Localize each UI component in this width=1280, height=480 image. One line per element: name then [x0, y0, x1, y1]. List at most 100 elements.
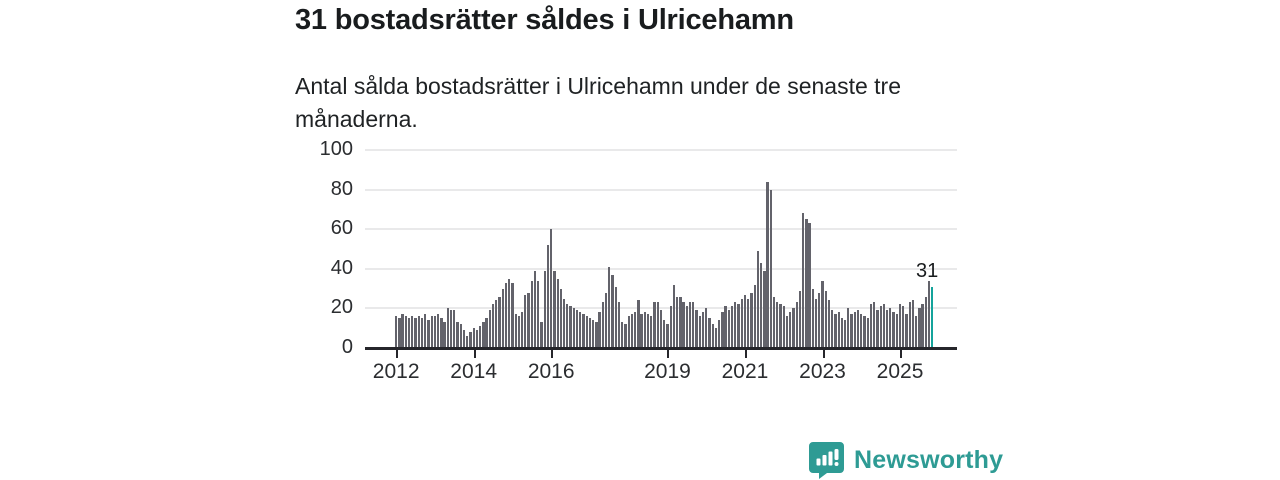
bar: [433, 316, 437, 348]
bar: [517, 316, 521, 348]
bar: [927, 280, 931, 348]
bar: [436, 314, 440, 348]
bar: [730, 306, 734, 348]
x-axis-line: [365, 347, 957, 350]
y-tick-label-100: 100: [319, 138, 353, 160]
x-tick-2016: [551, 350, 554, 358]
bar: [449, 310, 453, 348]
x-tick-2021: [744, 350, 747, 358]
bar: [617, 302, 621, 348]
bar: [727, 310, 730, 348]
bar: [682, 302, 685, 348]
x-tick-2014: [473, 350, 476, 358]
bar: [795, 302, 798, 348]
bar: [537, 280, 540, 348]
bar: [776, 302, 779, 348]
x-tick-label-2014: 2014: [450, 360, 498, 383]
bar: [853, 312, 856, 348]
bar: [769, 189, 772, 348]
y-tick-label-80: 80: [330, 177, 353, 200]
bar: [918, 308, 921, 348]
bar: [575, 310, 579, 348]
bar: [908, 302, 911, 348]
bar: [688, 302, 692, 348]
bar: [676, 296, 679, 348]
bar: [911, 300, 915, 348]
branding-wordmark: Newsworthy: [854, 445, 1004, 474]
bar: [646, 314, 650, 348]
bar: [469, 332, 472, 348]
bar: [485, 318, 488, 348]
bar: [895, 314, 898, 348]
bar: [543, 270, 546, 348]
bar: [805, 219, 808, 348]
bar: [601, 302, 605, 348]
bar: [798, 290, 802, 348]
bar: [705, 308, 708, 348]
x-tick-2025: [900, 350, 903, 358]
bar: [766, 181, 769, 348]
bar: [824, 290, 827, 348]
bar: [395, 316, 398, 348]
bar: [763, 270, 766, 348]
gridline-100: [365, 149, 957, 151]
bar: [446, 308, 449, 348]
bar: [924, 296, 928, 348]
y-tick-label-60: 60: [330, 217, 353, 240]
page-title: 31 bostadsrätter såldes i Ulricehamn: [295, 4, 794, 36]
bar: [608, 266, 611, 348]
bar: [556, 278, 559, 348]
x-tick-label-2021: 2021: [721, 360, 769, 383]
bar: [743, 294, 747, 348]
bar: [592, 320, 595, 348]
bar: [666, 324, 669, 348]
bar: [840, 318, 844, 348]
bar: [475, 330, 479, 348]
bar: [553, 270, 556, 348]
bar: [504, 282, 508, 348]
bar: [456, 322, 459, 348]
bar: [915, 316, 918, 348]
bar: [530, 280, 533, 348]
y-tick-label-0: 0: [341, 336, 353, 358]
bar: [533, 270, 537, 348]
y-tick-label-40: 40: [330, 256, 353, 279]
bar: [801, 213, 805, 348]
bar: [879, 306, 882, 348]
y-tick-label-20: 20: [330, 296, 353, 319]
branding: Newsworthy: [808, 441, 1003, 479]
bar: [889, 308, 892, 348]
bar: [501, 288, 504, 348]
bar: [898, 304, 902, 348]
bar: [524, 294, 527, 348]
x-tick-label-2025: 2025: [876, 360, 924, 383]
bar: [598, 312, 601, 348]
bar: [398, 318, 401, 348]
bar: [653, 302, 656, 348]
bar: [860, 314, 863, 348]
bar: [462, 330, 466, 348]
bar: [466, 336, 469, 348]
bar: [708, 318, 711, 348]
bar: [588, 318, 592, 348]
bar: [643, 312, 646, 348]
bar: [637, 300, 640, 348]
bar: [905, 314, 908, 348]
bar: [866, 318, 869, 348]
bar: [785, 316, 789, 348]
x-tick-2023: [822, 350, 825, 358]
bar: [604, 292, 608, 348]
plot-area: [365, 149, 957, 348]
bar: [472, 328, 475, 348]
chart-subtitle: Antal sålda bostadsrätter i Ulricehamn u…: [295, 73, 901, 132]
bar: [669, 306, 672, 348]
bar: [885, 310, 889, 348]
bar: [566, 304, 569, 348]
bar: [847, 308, 850, 348]
bar: [420, 318, 424, 348]
bar: [401, 314, 404, 348]
bar: [718, 320, 721, 348]
bar: [511, 282, 514, 348]
bar: [882, 304, 886, 348]
bar: [478, 326, 482, 348]
